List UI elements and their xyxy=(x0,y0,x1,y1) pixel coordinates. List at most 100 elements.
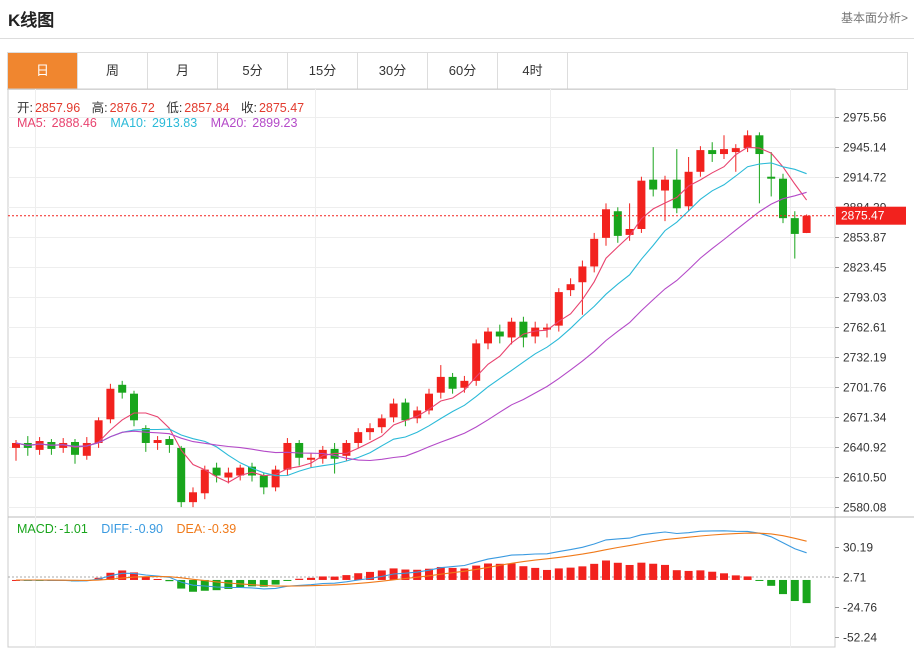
price-tick-label: 2640.92 xyxy=(843,441,887,455)
tab-30min[interactable]: 30分 xyxy=(358,53,428,89)
ma10-value: 2913.83 xyxy=(151,116,198,130)
macd-histogram-bar xyxy=(696,570,705,580)
candle-body xyxy=(472,343,481,381)
ma20-line xyxy=(15,191,807,462)
macd-histogram-bar xyxy=(519,566,528,580)
candle-body xyxy=(295,442,304,458)
candle-body xyxy=(436,376,445,393)
ohlc-legend: 开: 2857.96 高: 2876.72 低: 2857.84 收: 2875.47 xyxy=(17,97,306,116)
macd-histogram-bar xyxy=(248,579,256,587)
chart-frame xyxy=(7,88,836,648)
ma5-line xyxy=(15,146,808,484)
candle-body xyxy=(637,180,646,229)
tab-day[interactable]: 日 xyxy=(8,53,78,89)
macd-tick-label: 2.71 xyxy=(843,571,867,585)
fundamental-analysis-link[interactable]: 基本面分析> xyxy=(840,11,908,25)
macd-histogram-bar xyxy=(259,579,268,587)
candle-body xyxy=(130,393,138,421)
macd-label: MACD: xyxy=(17,522,58,536)
tab-month[interactable]: 月 xyxy=(148,53,218,89)
low-value: 2857.84 xyxy=(184,101,230,115)
dea-label: DEA: xyxy=(176,522,206,536)
macd-histogram-bar xyxy=(377,570,386,580)
candle-body xyxy=(602,209,610,238)
macd-histogram-bar xyxy=(401,569,410,580)
candle-body xyxy=(118,384,127,393)
candle-body xyxy=(566,284,575,291)
candle-body xyxy=(236,467,245,476)
candle-body xyxy=(554,292,563,326)
candle-body xyxy=(106,388,115,420)
last-price-label: 2875.47 xyxy=(841,209,885,223)
candle-body xyxy=(12,442,20,448)
macd-histogram-bar xyxy=(106,572,115,580)
ma-legend: MA5: 2888.46 MA10: 2913.83 MA20: 2899.23 xyxy=(17,116,299,130)
last-price-badge xyxy=(836,206,906,225)
price-tick-label: 2671.34 xyxy=(843,411,887,425)
tab-60min[interactable]: 60分 xyxy=(428,53,498,89)
ma5-value: 2888.46 xyxy=(51,116,97,130)
macd-histogram-bar xyxy=(224,579,233,589)
candle-body xyxy=(200,469,209,494)
macd-histogram-bar xyxy=(425,568,433,580)
candle-body xyxy=(495,331,504,337)
candle-body xyxy=(507,321,516,338)
candle-body xyxy=(484,331,492,344)
tab-week[interactable]: 周 xyxy=(78,53,148,89)
candle-body xyxy=(425,393,433,411)
macd-histogram-bar xyxy=(602,560,610,580)
candle-body xyxy=(224,472,233,478)
candle-body xyxy=(377,418,386,428)
candle-body xyxy=(649,179,658,190)
tab-15min[interactable]: 15分 xyxy=(288,53,358,89)
diff-value: -0.90 xyxy=(134,522,164,536)
price-tick-label: 2762.61 xyxy=(843,321,887,335)
macd-histogram-bar xyxy=(189,579,197,592)
chart-title: K线图 xyxy=(8,11,55,30)
price-tick-label: 2853.87 xyxy=(843,231,887,245)
candle-body xyxy=(248,466,256,476)
ma20-value: 2899.23 xyxy=(252,116,298,130)
macd-histogram-bar xyxy=(802,579,811,604)
price-tick-label: 2580.08 xyxy=(843,501,887,515)
macd-histogram-bar xyxy=(177,579,186,589)
candle-body xyxy=(283,442,292,470)
candle-body xyxy=(790,218,799,234)
candle-body xyxy=(413,410,422,419)
diff-label: DIFF: xyxy=(101,522,133,536)
candle-body xyxy=(212,467,221,476)
macd-histogram-bar xyxy=(720,573,728,580)
price-tick-label: 2701.76 xyxy=(843,381,887,395)
macd-histogram-bar xyxy=(661,564,669,580)
macd-histogram-bar xyxy=(366,571,374,580)
price-tick-label: 2610.50 xyxy=(843,471,887,485)
high-value: 2876.72 xyxy=(109,101,155,115)
candle-body xyxy=(460,380,469,388)
macd-histogram-bar xyxy=(472,565,481,580)
candle-body xyxy=(578,266,587,283)
price-tick-label: 2945.14 xyxy=(843,141,887,155)
macd-histogram-bar xyxy=(790,579,799,602)
diff-line xyxy=(15,530,807,590)
macd-value: -1.01 xyxy=(59,522,88,536)
macd-histogram-bar xyxy=(342,575,351,580)
candle-body xyxy=(590,238,599,267)
candle-body xyxy=(755,135,764,155)
candle-body xyxy=(661,179,669,191)
price-tick-label: 2793.03 xyxy=(843,291,887,305)
candle-body xyxy=(672,179,681,209)
candle-body xyxy=(307,457,315,460)
candle-body xyxy=(448,376,457,389)
candle-body xyxy=(71,441,79,455)
macd-histogram-bar xyxy=(436,566,445,580)
tab-5min[interactable]: 5分 xyxy=(218,53,288,89)
macd-histogram-bar xyxy=(165,579,174,582)
macd-histogram-bar xyxy=(554,568,563,580)
candle-body xyxy=(366,428,374,433)
tab-4hour[interactable]: 4时 xyxy=(498,53,568,89)
candle-body xyxy=(153,440,162,443)
macd-histogram-bar xyxy=(200,579,209,591)
macd-histogram-bar xyxy=(330,576,339,580)
macd-legend: MACD: -1.01 DIFF: -0.90 DEA: -0.39 xyxy=(17,522,238,536)
